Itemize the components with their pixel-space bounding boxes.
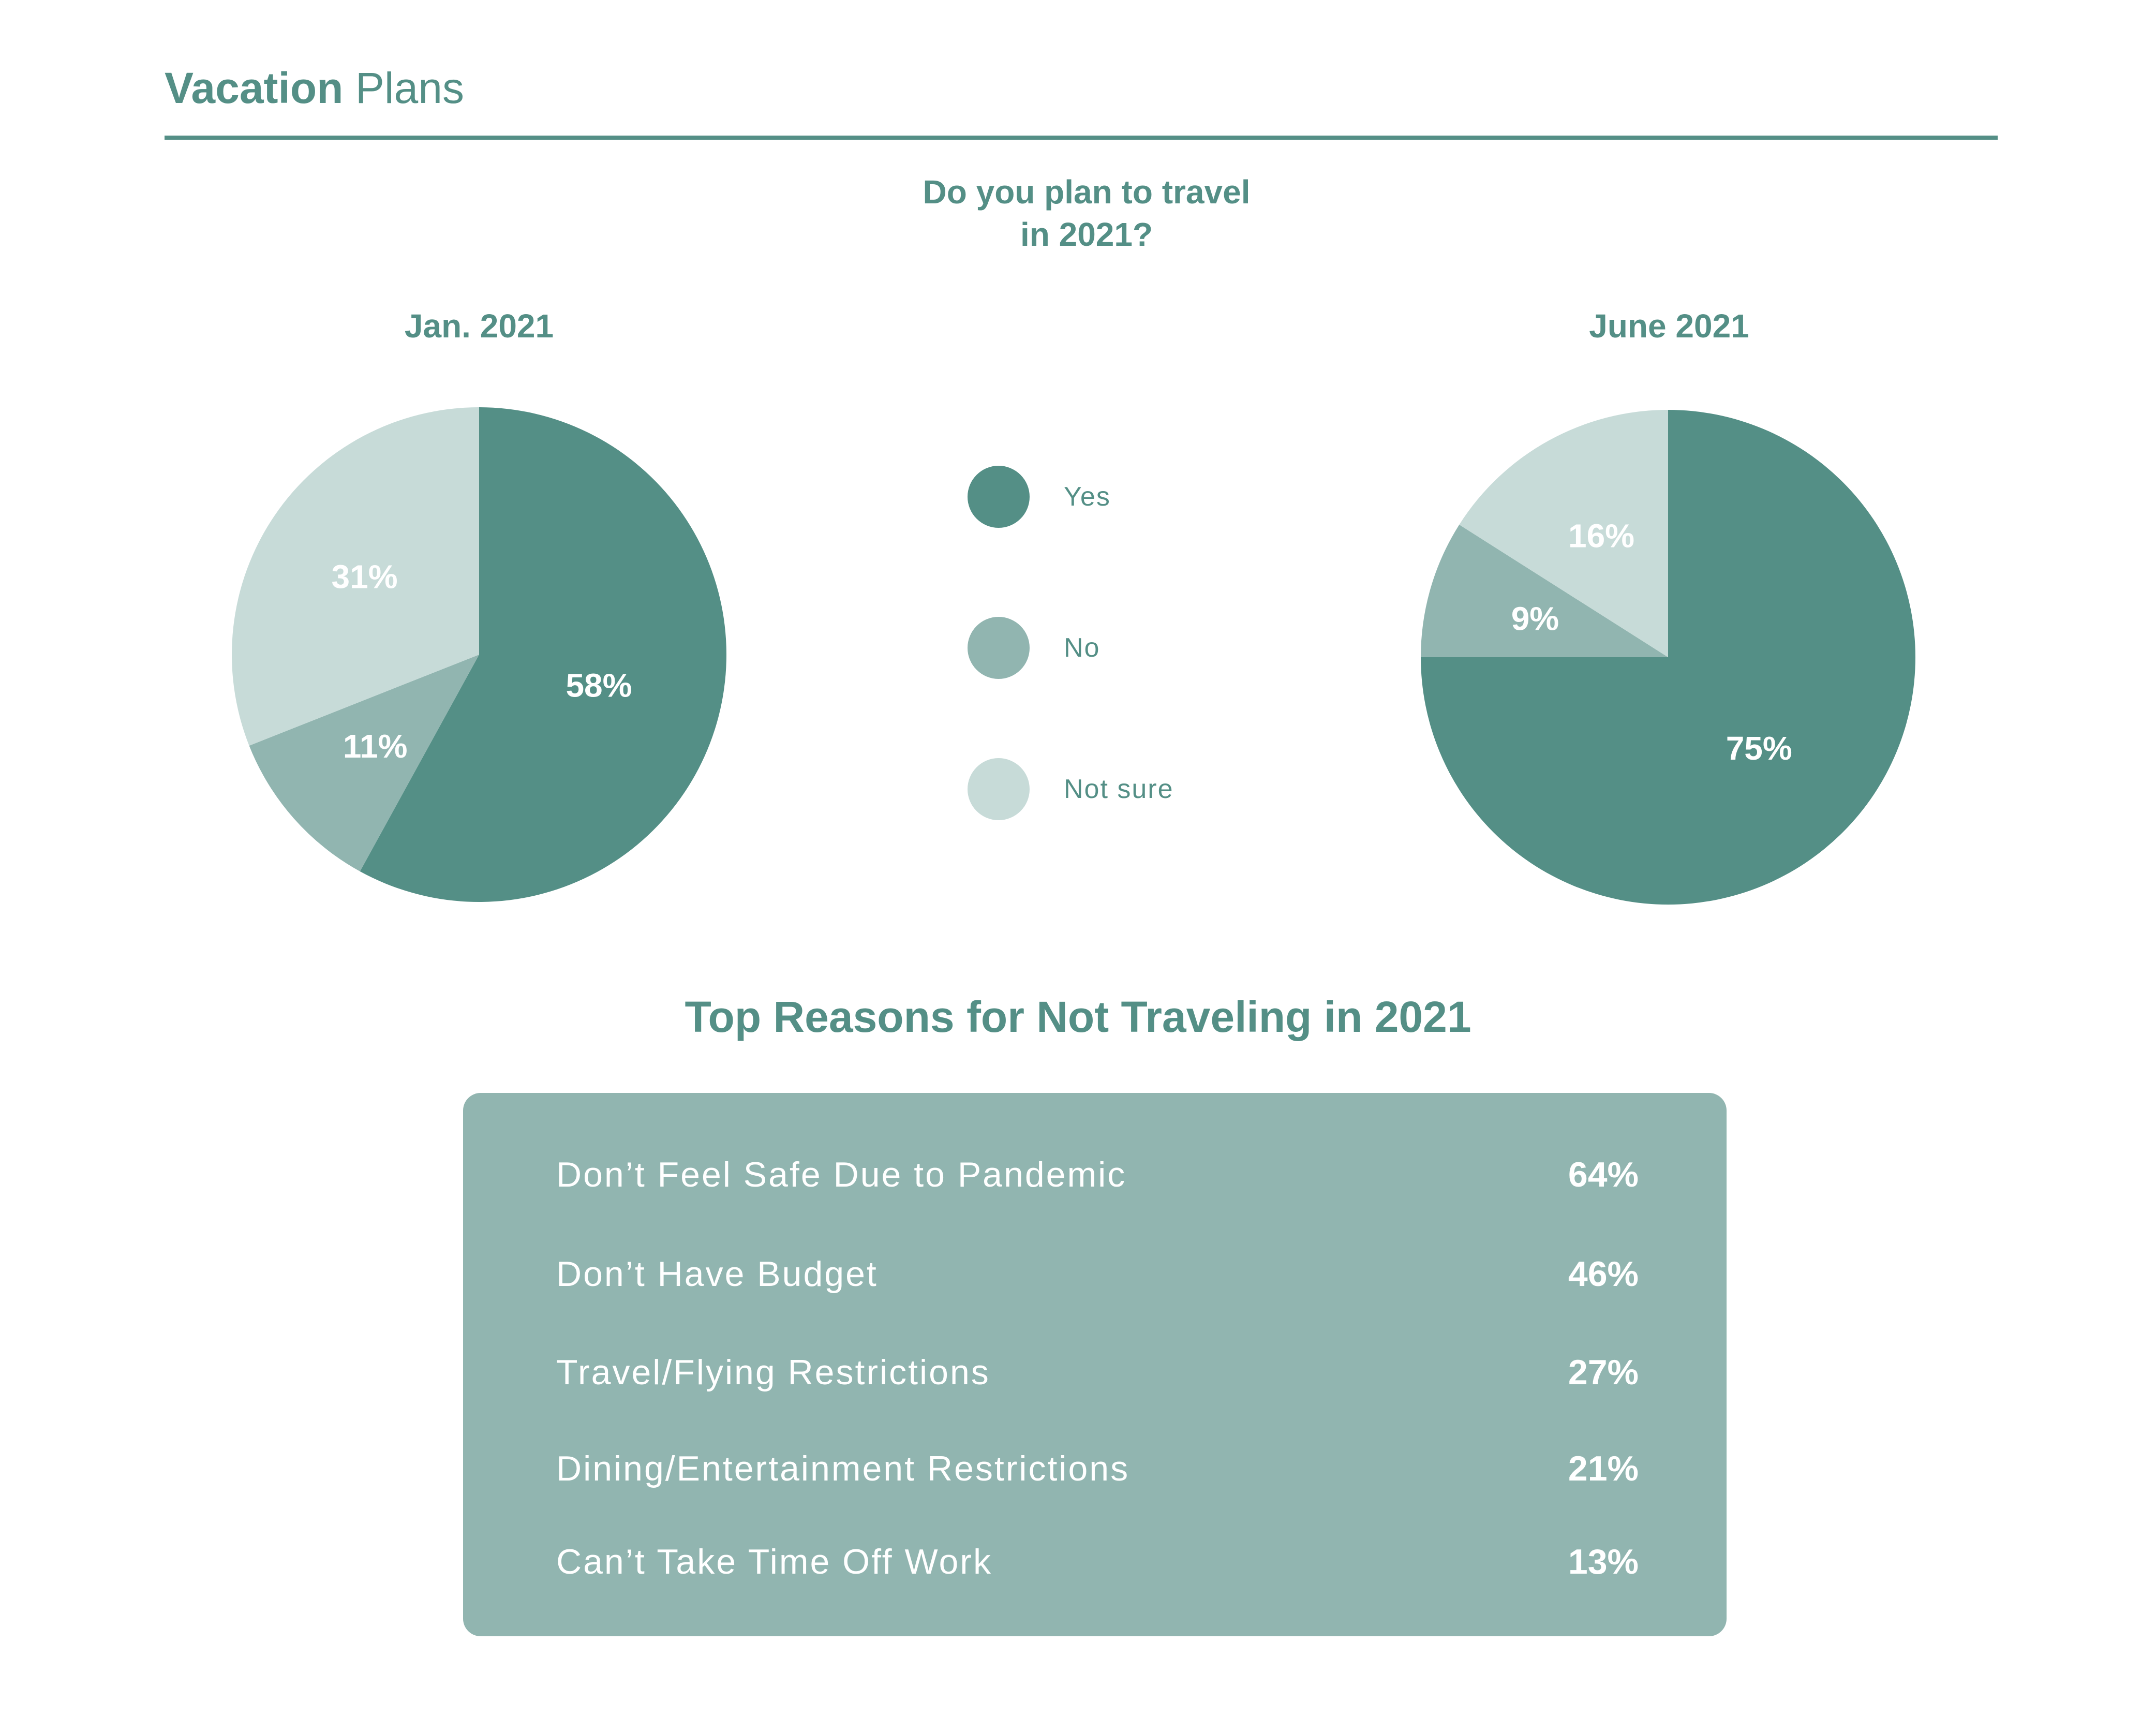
pie-label-not-sure: 31% xyxy=(332,558,398,596)
legend-label-not-sure: Not sure xyxy=(1064,774,1174,804)
reason-label: Travel/Flying Restrictions xyxy=(556,1353,990,1392)
pie-chart-jan-2021: 58% 11% 31% xyxy=(231,407,726,902)
pie-slice-no xyxy=(1421,524,1668,657)
reason-row: Don’t Feel Safe Due to Pandemic 64% xyxy=(463,1149,1727,1195)
page-title-bold: Vacation xyxy=(165,64,344,112)
legend-label-no: No xyxy=(1064,633,1101,663)
legend-item-yes: Yes xyxy=(968,466,1226,528)
page-title: Vacation Plans xyxy=(165,62,464,114)
pie-label-no: 9% xyxy=(1511,600,1559,637)
pie-label-no: 11% xyxy=(343,728,408,765)
legend: Yes No Not sure xyxy=(968,466,1226,828)
reason-row: Dining/Entertainment Restrictions 21% xyxy=(463,1443,1727,1489)
pie-title-jan-2021: Jan. 2021 xyxy=(404,307,554,345)
pie-slice-no xyxy=(249,655,479,871)
pie-slice-yes xyxy=(360,407,726,902)
legend-swatch-yes xyxy=(968,466,1030,528)
pie-title-june-2021: June 2021 xyxy=(1589,307,1749,345)
reason-label: Can’t Take Time Off Work xyxy=(556,1542,992,1581)
reason-row: Travel/Flying Restrictions 27% xyxy=(463,1346,1727,1393)
reason-label: Dining/Entertainment Restrictions xyxy=(556,1449,1130,1488)
legend-label-yes: Yes xyxy=(1064,482,1111,512)
reason-value: 13% xyxy=(1568,1542,1639,1581)
pie-chart-june-2021: 75% 9% 16% xyxy=(1421,410,1915,905)
reason-value: 46% xyxy=(1568,1254,1639,1294)
pie-slice-not-sure xyxy=(231,407,479,746)
pie-label-yes: 75% xyxy=(1726,730,1792,767)
survey-question-line-1: Do you plan to travel xyxy=(923,173,1251,211)
pie-label-not-sure: 16% xyxy=(1568,517,1634,554)
title-divider xyxy=(165,136,1998,140)
reason-value: 64% xyxy=(1568,1155,1639,1194)
page-title-light: Plans xyxy=(355,64,464,112)
pie-label-yes: 58% xyxy=(566,667,632,704)
reason-value: 21% xyxy=(1568,1449,1639,1488)
survey-question: Do you plan to travel in 2021? xyxy=(776,171,1397,256)
reason-row: Can’t Take Time Off Work 13% xyxy=(463,1536,1727,1582)
legend-swatch-no xyxy=(968,617,1030,679)
reason-label: Don’t Feel Safe Due to Pandemic xyxy=(556,1155,1127,1194)
survey-question-line-2: in 2021? xyxy=(1020,216,1153,253)
pie-slice-not-sure xyxy=(1459,410,1668,657)
reason-row: Don’t Have Budget 46% xyxy=(463,1248,1727,1295)
reason-label: Don’t Have Budget xyxy=(556,1254,878,1294)
legend-item-no: No xyxy=(968,617,1226,679)
legend-item-not-sure: Not sure xyxy=(968,758,1226,820)
legend-swatch-not-sure xyxy=(968,758,1030,820)
reason-value: 27% xyxy=(1568,1353,1639,1392)
reasons-panel: Don’t Feel Safe Due to Pandemic 64% Don’… xyxy=(463,1093,1727,1636)
reasons-title: Top Reasons for Not Traveling in 2021 xyxy=(685,993,1471,1041)
